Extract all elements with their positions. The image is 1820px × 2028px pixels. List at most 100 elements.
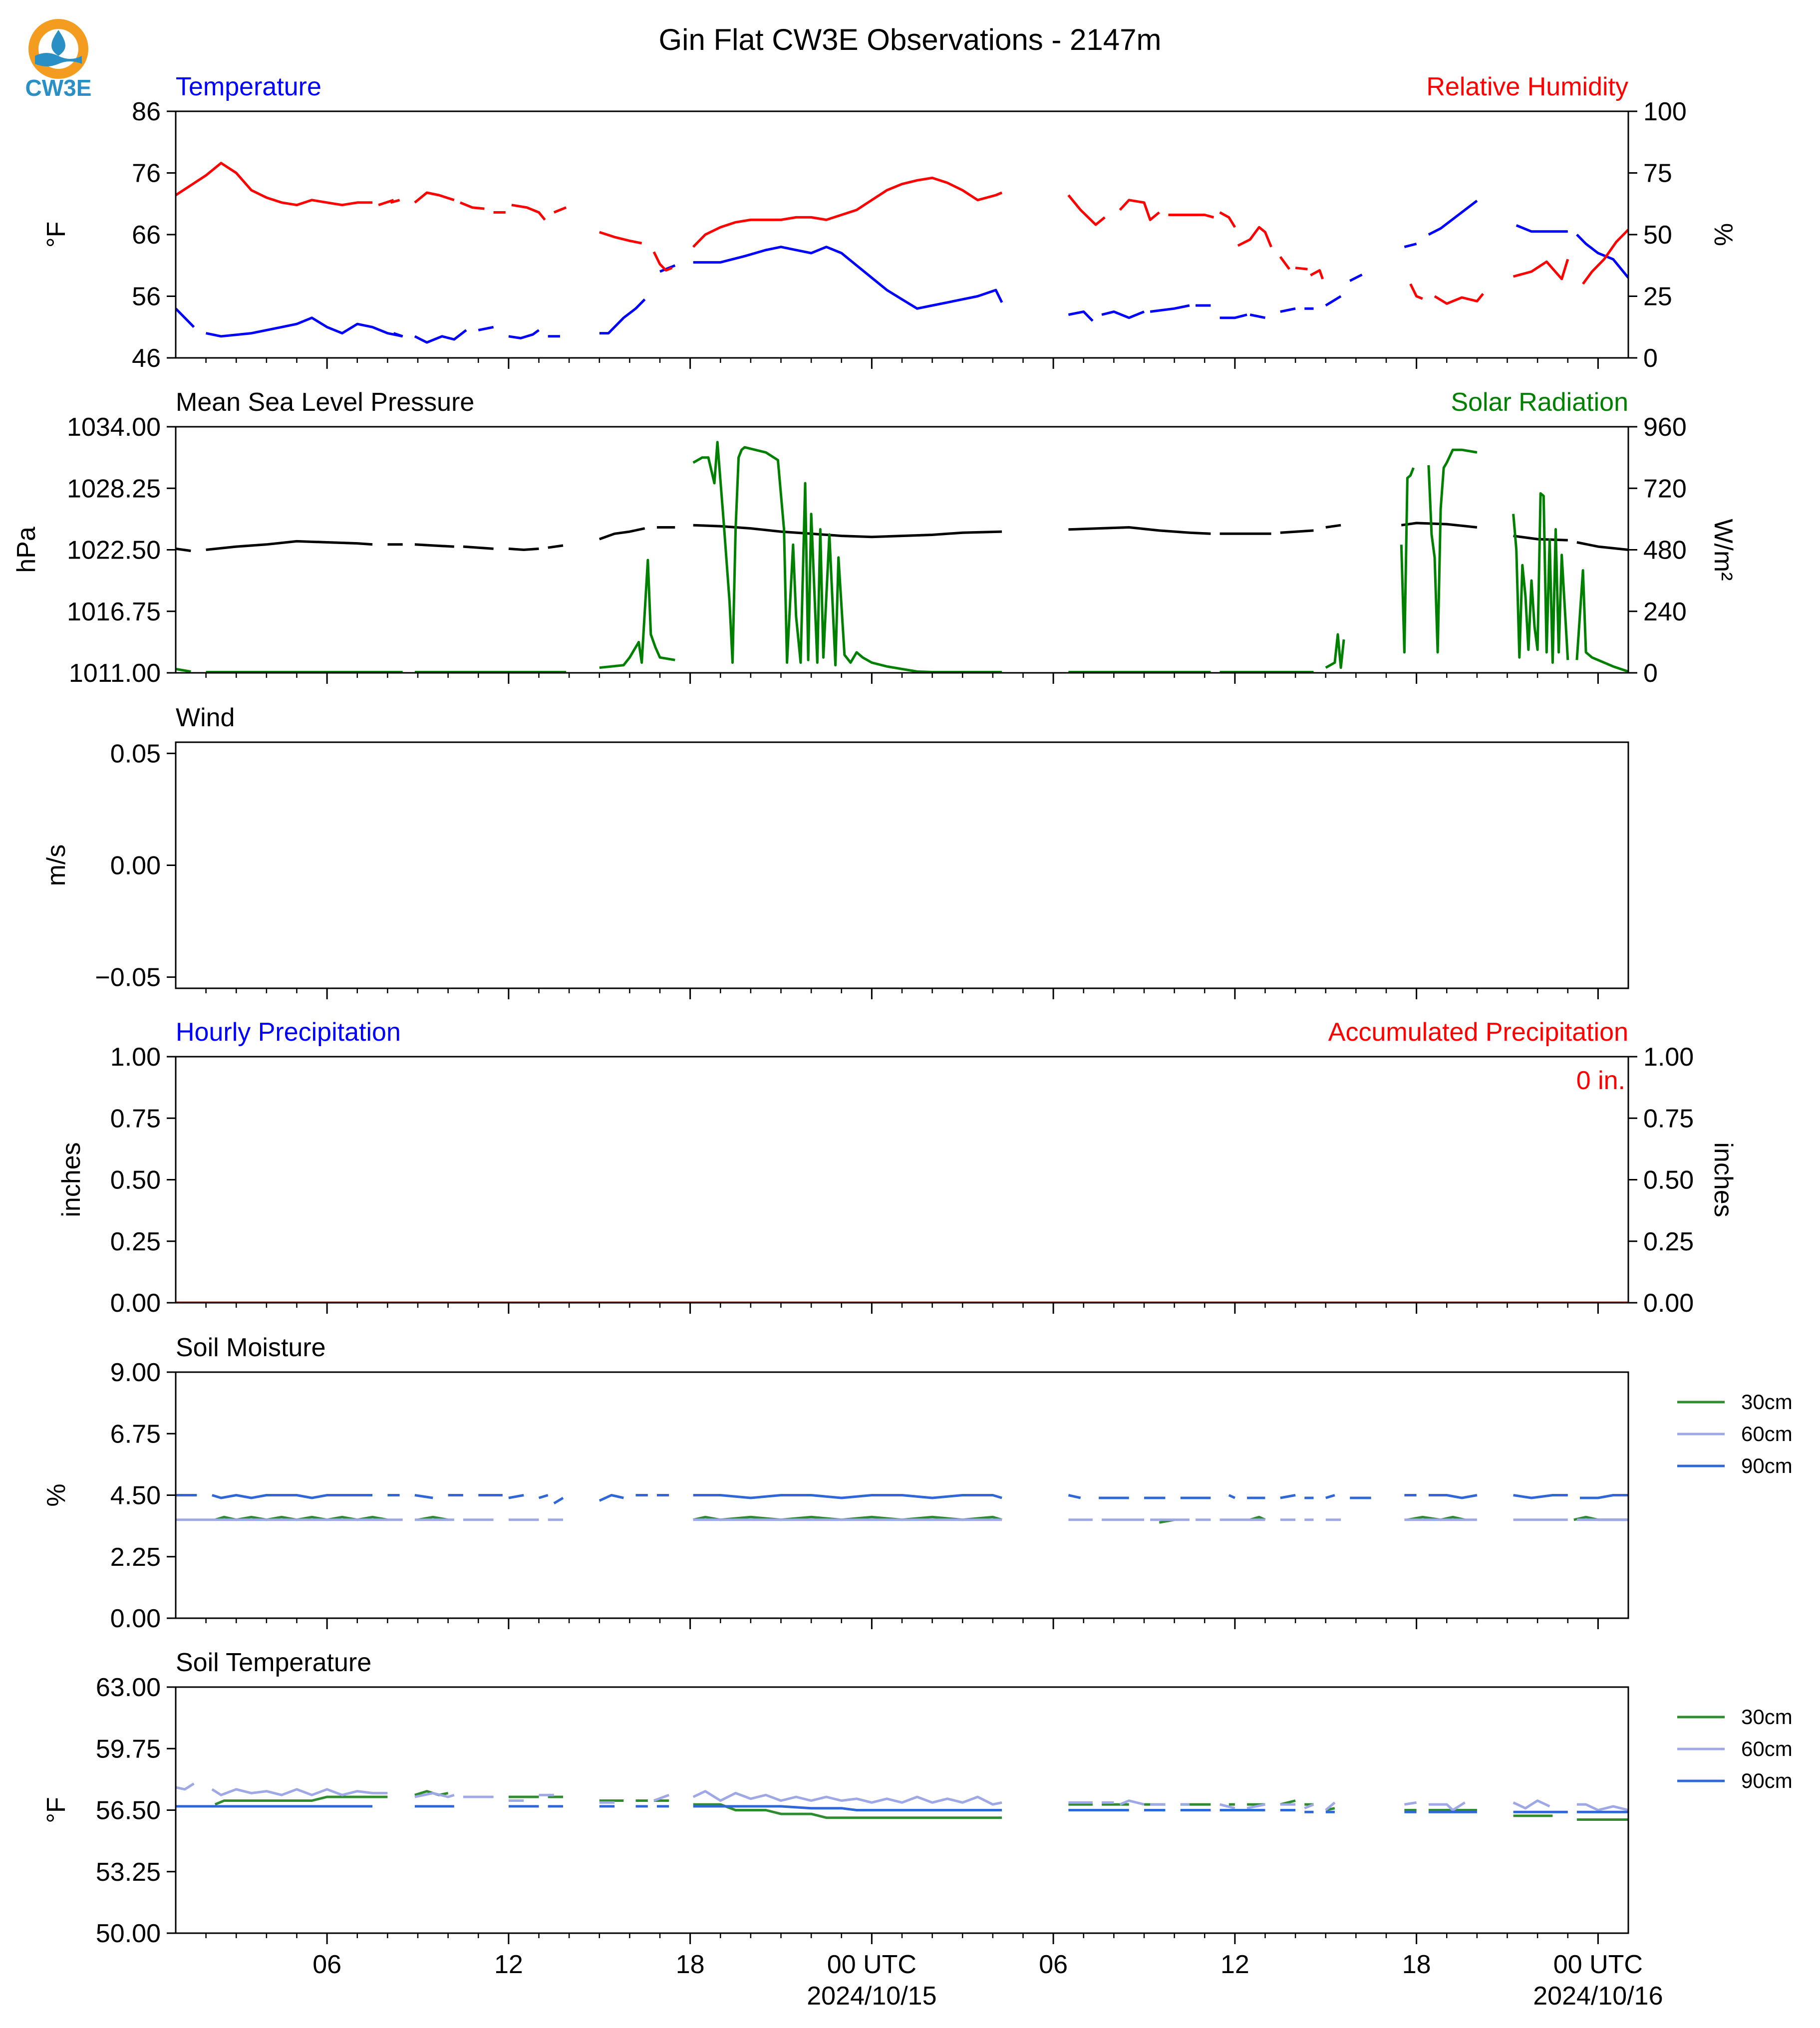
y-tick-label: 9.00: [110, 1358, 161, 1387]
series-pressure-line: [414, 543, 454, 548]
logo-text: CW3E: [25, 75, 92, 101]
series-temperature-line: [1280, 307, 1296, 313]
y-tick-label: 6.75: [110, 1420, 161, 1449]
y-tick-label: 0.00: [110, 1604, 161, 1633]
legend-label-30cm: 30cm: [1741, 1705, 1793, 1729]
series-pressure-line: [693, 524, 1002, 539]
logo-wave-icon: [35, 53, 82, 66]
series-60cm-line: [1304, 1803, 1314, 1810]
y-right-axis-label: inches: [1709, 1142, 1738, 1217]
series-60cm-line: [1219, 1803, 1235, 1810]
series-relative_humidity-line: [692, 176, 1003, 248]
series-temperature-line: [693, 246, 1003, 310]
panel-title-left: Mean Sea Level Pressure: [176, 388, 474, 417]
y-tick-label: 1028.25: [67, 474, 161, 503]
y-tick-label: 1016.75: [67, 597, 161, 626]
y-right-tick-label: 720: [1643, 474, 1687, 503]
y-tick-label: 63.00: [96, 1673, 161, 1702]
x-tick-label: 18: [676, 1950, 705, 1979]
legend: 30cm 60cm 90cm: [1677, 1390, 1793, 1477]
series-temperature-line: [599, 298, 646, 335]
series-relative_humidity-line: [459, 201, 485, 210]
y-tick-label: 4.50: [110, 1481, 161, 1510]
x-tick-label: 12: [494, 1950, 523, 1979]
series-solar-line: [1575, 569, 1628, 673]
x-tick-label: 06: [1039, 1950, 1068, 1979]
y-tick-label: 86: [132, 97, 161, 126]
series-90cm-line: [1580, 1494, 1628, 1499]
series-relative_humidity-line: [1279, 256, 1291, 270]
series-60cm-line: [414, 1791, 455, 1798]
y-right-tick-label: 0: [1643, 344, 1658, 373]
series-temperature-line: [508, 329, 540, 339]
series-solar-line: [1325, 633, 1345, 669]
y-tick-label: 1011.00: [69, 659, 161, 688]
y-right-tick-label: 100: [1643, 97, 1687, 126]
series-relative_humidity-line: [1513, 259, 1569, 281]
series-relative_humidity-line: [1295, 267, 1308, 271]
series-90cm-line: [693, 1805, 1002, 1811]
series-relative_humidity-line: [652, 251, 673, 272]
y-tick-label: 1034.00: [67, 413, 161, 442]
y-axis-label: hPa: [12, 527, 41, 573]
series-temperature-line: [1349, 274, 1363, 282]
series-90cm-line: [599, 1494, 624, 1502]
y-tick-label: 0.05: [110, 739, 161, 768]
y-right-axis-label: %: [1709, 223, 1738, 246]
y-right-tick-label: 960: [1643, 413, 1687, 442]
y-axis-label: inches: [57, 1142, 86, 1217]
series-relative_humidity-line: [176, 162, 373, 207]
panel-5: Soil Moisture 0.00 2.25 4.50 6.75 9.00% 30cm 60…: [42, 1333, 1793, 1633]
series-pressure-line: [1068, 526, 1211, 535]
y-right-tick-label: 0: [1643, 659, 1658, 688]
series-90cm-line: [1428, 1494, 1478, 1499]
y-tick-label: 76: [132, 159, 161, 188]
series-pressure-line: [463, 545, 494, 550]
series-temperature-line: [1325, 295, 1342, 307]
series-temperature-line: [1219, 313, 1247, 319]
panel-3: Wind −0.05 0.00 0.05 m/s: [42, 703, 1629, 999]
series-relative_humidity-line: [1168, 214, 1214, 219]
series-relative_humidity-line: [1237, 226, 1272, 248]
y-tick-label: 50.00: [96, 1919, 161, 1948]
series-90cm-line: [508, 1494, 524, 1499]
y-tick-label: 53.25: [96, 1858, 161, 1887]
y-right-tick-label: 1.00: [1643, 1043, 1694, 1072]
y-axis-label: m/s: [42, 845, 71, 886]
series-60cm-line: [1404, 1801, 1417, 1806]
panel-2: Mean Sea Level Pressure Solar Radiation 10…: [12, 388, 1738, 688]
y-tick-label: 0.00: [110, 1289, 161, 1318]
panel-title-left: Soil Moisture: [176, 1333, 326, 1362]
series-temperature-line: [1428, 200, 1478, 236]
series-temperature-line: [1576, 234, 1628, 279]
series-pressure-line: [1280, 529, 1314, 534]
series-relative_humidity-line: [511, 204, 546, 221]
legend-label-60cm: 60cm: [1741, 1737, 1793, 1760]
y-tick-label: −0.05: [95, 963, 161, 992]
x-tick-label: 12: [1220, 1950, 1249, 1979]
y-tick-label: 46: [132, 344, 161, 373]
series-relative_humidity-line: [1067, 194, 1106, 226]
series-temperature-line: [1249, 313, 1266, 319]
y-tick-label: 66: [132, 221, 161, 250]
series-solar-line: [599, 559, 675, 669]
series-90cm-line: [1068, 1494, 1081, 1499]
y-right-tick-label: 75: [1643, 159, 1672, 188]
series-solar-line: [692, 441, 932, 673]
panel-title-right: Relative Humidity: [1426, 72, 1628, 101]
y-axis-label: °F: [42, 222, 71, 248]
series-pressure-line: [1325, 524, 1341, 529]
series-relative_humidity-line: [1434, 293, 1484, 305]
series-relative_humidity-line: [378, 199, 394, 207]
series-pressure-line: [176, 547, 191, 553]
x-tick-label: 00 UTC: [827, 1950, 916, 1979]
y-tick-label: 1022.50: [67, 536, 161, 565]
legend-label-30cm: 30cm: [1741, 1390, 1793, 1414]
series-60cm-line: [653, 1793, 670, 1802]
x-tick-label: 00 UTC: [1553, 1950, 1643, 1979]
series-pressure-line: [1513, 535, 1568, 542]
y-tick-label: 0.50: [110, 1166, 161, 1195]
x-date-label: 2024/10/15: [807, 1982, 936, 2011]
y-axis-label: °F: [42, 1797, 71, 1823]
legend-label-60cm: 60cm: [1741, 1422, 1793, 1446]
